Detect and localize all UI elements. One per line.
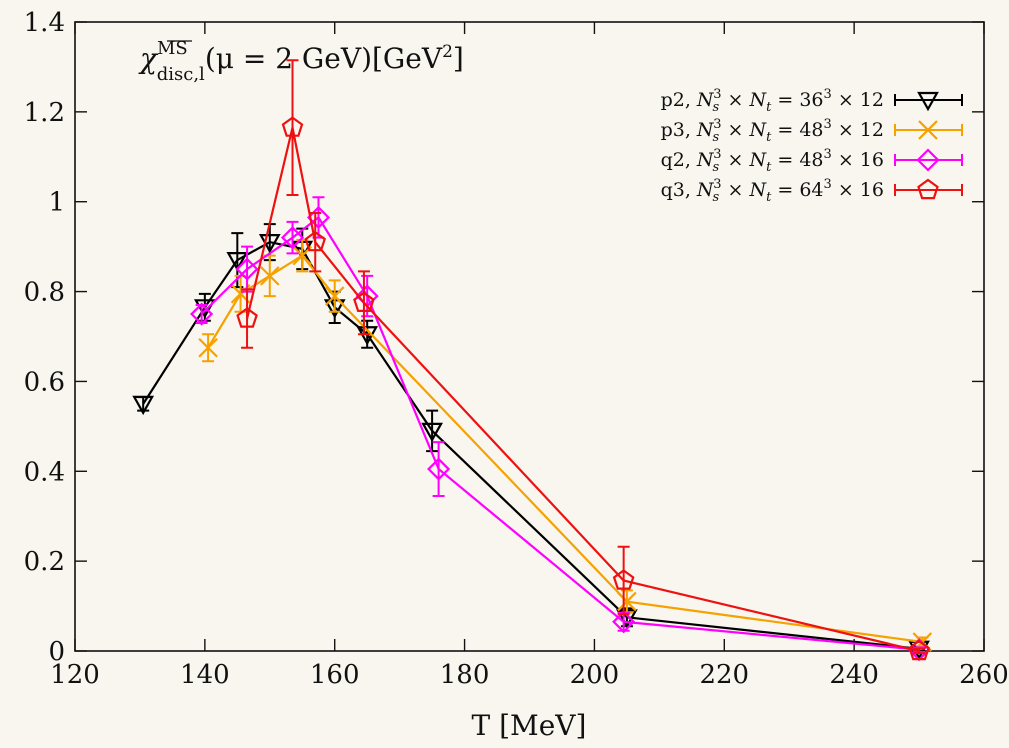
y-tick-label: 0.4	[24, 457, 65, 487]
chart-annotation: χMS disc,l(μ = 2 GeV)[GeV2]	[138, 38, 464, 85]
error-bar	[287, 60, 299, 195]
y-tick-label: 1	[48, 188, 65, 218]
series-p3	[199, 240, 931, 651]
y-tick-label: 1.4	[24, 8, 65, 38]
x-tick-label: 140	[180, 660, 230, 690]
legend-entry: p2, Ns3 × Nt = 363 × 12	[661, 87, 962, 115]
legend-line	[895, 154, 962, 166]
series-line	[202, 217, 920, 649]
annotation-rest: (μ = 2 GeV)[GeV	[205, 42, 443, 75]
y-tick-label: 0.6	[24, 367, 65, 397]
annotation-rest-superscript: 2	[442, 42, 453, 62]
x-tick-label: 200	[570, 660, 620, 690]
plot-frame	[75, 22, 984, 651]
y-tick-label: 1.2	[24, 98, 65, 128]
legend-label: q2, Ns3 × Nt = 483 × 16	[661, 147, 884, 175]
y-tick-label: 0.2	[24, 547, 65, 577]
x-tick-label: 240	[829, 660, 879, 690]
legend-line	[895, 184, 962, 196]
x-tick-label: 220	[699, 660, 749, 690]
y-tick-label: 0	[48, 637, 65, 667]
series-line	[143, 242, 919, 649]
legend-entry: q2, Ns3 × Nt = 483 × 16	[661, 147, 962, 175]
y-tick-label: 0.8	[24, 278, 65, 308]
x-tick-label: 180	[440, 660, 490, 690]
annotation-rest-end: ]	[453, 42, 464, 75]
legend-label: p2, Ns3 × Nt = 363 × 12	[661, 87, 884, 115]
x-tick-label: 160	[310, 660, 360, 690]
legend-entry: q3, Ns3 × Nt = 643 × 16	[661, 177, 962, 205]
x-axis-label: T [MeV]	[472, 709, 587, 742]
legend-entry: p3, Ns3 × Nt = 483 × 12	[661, 117, 962, 145]
annotation-subscript: disc,l	[157, 64, 205, 85]
legend-line	[895, 94, 962, 106]
legend-label: p3, Ns3 × Nt = 483 × 12	[661, 117, 884, 145]
series-line	[247, 128, 919, 651]
legend-label: q3, Ns3 × Nt = 643 × 16	[661, 177, 884, 205]
series-line	[208, 256, 922, 642]
x-tick-label: 260	[959, 660, 1009, 690]
